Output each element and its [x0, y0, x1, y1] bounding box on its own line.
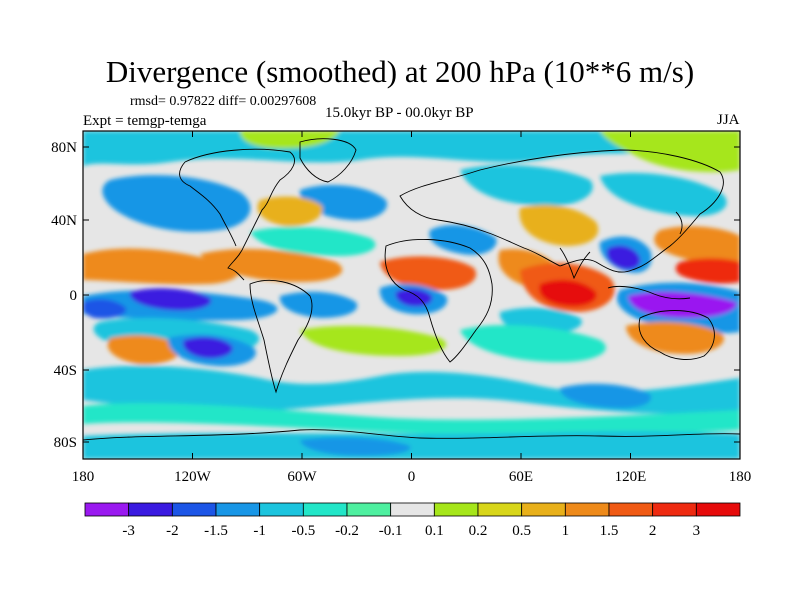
colorbar-swatch [608, 502, 654, 517]
contour-region [200, 248, 343, 282]
colorbar-label: -0.5 [291, 523, 315, 539]
lon-label: 60E [509, 469, 533, 485]
season-label: JJA [717, 112, 740, 128]
period-label: 15.0kyr BP - 00.0kyr BP [325, 105, 474, 121]
lon-label: 180 [729, 469, 752, 485]
lon-label: 120W [174, 469, 212, 485]
coastline-india [559, 247, 591, 280]
contour-region [654, 226, 740, 264]
colorbar-label: -1.5 [204, 523, 228, 539]
colorbar-label: -2 [166, 523, 179, 539]
coastline-antarctica [83, 429, 740, 441]
axes: 80N 40N 0 40S 80S 180 120W 60W 0 60E 120E 180 [51, 131, 751, 485]
colorbar-label: 1.5 [600, 523, 619, 539]
colorbar-label: -1 [253, 523, 266, 539]
colorbar-swatch [302, 502, 348, 517]
contour-region [279, 291, 358, 318]
contour-region [83, 403, 740, 436]
contour-region [83, 431, 740, 459]
coastlines [83, 138, 740, 441]
experiment-label: Expt = temgp-temga [83, 113, 207, 129]
lat-label: 40S [54, 363, 77, 379]
colorbar-swatch [215, 502, 261, 517]
contour-region [460, 165, 593, 206]
contour-region [240, 131, 340, 149]
contour-region [600, 172, 727, 217]
colorbar-label: 0.1 [425, 523, 444, 539]
colorbar-label: 2 [649, 523, 657, 539]
colorbar-label: -0.1 [379, 523, 403, 539]
colorbar-swatch [433, 502, 479, 517]
field-layer [83, 131, 740, 459]
contour-region [107, 335, 181, 365]
colorbar-label: 0.2 [469, 523, 488, 539]
coastline-japan [675, 211, 683, 235]
lon-label: 0 [408, 469, 416, 485]
coastline-africa [384, 239, 493, 363]
colorbar-swatch [564, 502, 610, 517]
contour-region [300, 437, 411, 456]
map-title: Divergence (smoothed) at 200 hPa (10**6 … [105, 54, 695, 89]
colorbar-swatch [84, 502, 130, 517]
colorbar: -3 -2 -1.5 -1 -0.5 -0.2 -0.1 0.1 0.2 0.5 1 1.5 2 3 [84, 502, 741, 539]
contour-region [300, 325, 447, 356]
lat-label: 80S [54, 435, 77, 451]
coastline-eurasia [399, 149, 724, 273]
colorbar-swatch [259, 502, 304, 517]
colorbar-swatch [695, 502, 741, 517]
lon-label: 60W [287, 469, 317, 485]
colorbar-swatch [128, 502, 173, 517]
colorbar-swatch [390, 502, 435, 517]
contour-region [83, 248, 239, 285]
colorbar-label: -3 [122, 523, 135, 539]
contour-region [539, 279, 597, 307]
coastline-indonesia [607, 285, 691, 300]
colorbar-swatch [477, 502, 523, 517]
coastline-greenland [299, 138, 357, 183]
contour-region [519, 204, 599, 246]
contour-region [429, 224, 497, 255]
lat-label: 80N [51, 140, 77, 156]
coastline-north-america [179, 148, 295, 281]
colorbar-swatch [171, 502, 217, 517]
contour-region [628, 291, 737, 318]
contour-region [250, 226, 376, 256]
colorbar-label: 0.5 [512, 523, 531, 539]
lon-label: 180 [72, 469, 95, 485]
contour-region [606, 245, 641, 270]
colorbar-swatch [652, 502, 697, 517]
contour-region [83, 299, 127, 319]
colorbar-swatch [346, 502, 392, 517]
stats-line: rmsd= 0.97822 diff= 0.00297608 [130, 94, 317, 109]
colorbar-label: 3 [693, 523, 701, 539]
lat-label: 0 [70, 288, 78, 304]
contour-region [129, 288, 212, 311]
coastline-australia [638, 310, 715, 360]
coastline-south-america [249, 279, 313, 394]
contour-region [380, 256, 477, 290]
contour-region [560, 383, 652, 409]
contour-region [183, 337, 233, 359]
contour-region [600, 131, 740, 173]
contour-region [675, 258, 740, 284]
contour-region [460, 325, 606, 362]
colorbar-swatch [521, 502, 566, 517]
contour-region [257, 196, 323, 227]
colorbar-label: -0.2 [335, 523, 359, 539]
contour-region [102, 175, 251, 232]
lon-label: 120E [615, 469, 647, 485]
lat-label: 40N [51, 213, 77, 229]
colorbar-label: 1 [562, 523, 570, 539]
